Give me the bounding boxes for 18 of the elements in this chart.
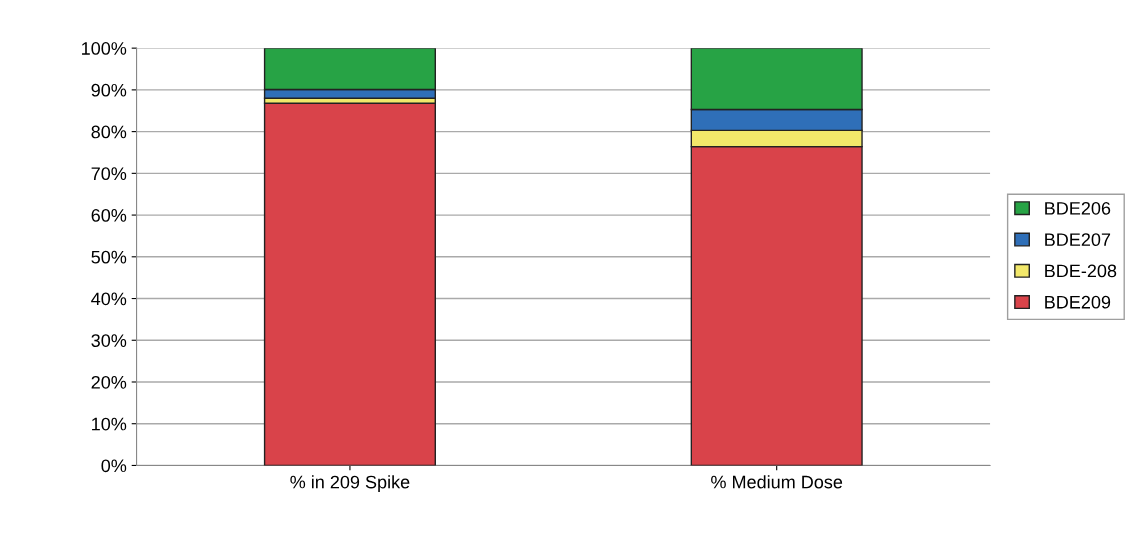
y-tick-label: 100%: [82, 42, 127, 55]
x-tick-label: % Medium Dose: [711, 475, 843, 489]
legend-label: BDE207: [1045, 233, 1111, 247]
x-tick-label: % in 209 Spike: [290, 475, 410, 492]
y-tick-label: 90%: [91, 83, 127, 97]
y-tick-label: 20%: [91, 375, 127, 389]
y-tick-label: 40%: [91, 292, 127, 306]
y-tick-label: 30%: [91, 334, 127, 347]
legend-label: BDE209: [1045, 295, 1111, 309]
legend-label: BDE-208: [1045, 264, 1117, 278]
y-tick-label: 0%: [101, 459, 127, 473]
legend-label: BDE206: [1045, 201, 1111, 215]
y-tick-label: 10%: [92, 417, 127, 431]
y-tick-label: 50%: [91, 250, 127, 264]
y-tick-label: 60%: [91, 209, 127, 222]
y-tick-label: 80%: [91, 125, 127, 139]
y-tick-label: 70%: [91, 167, 127, 181]
bar: [263, 102, 436, 466]
